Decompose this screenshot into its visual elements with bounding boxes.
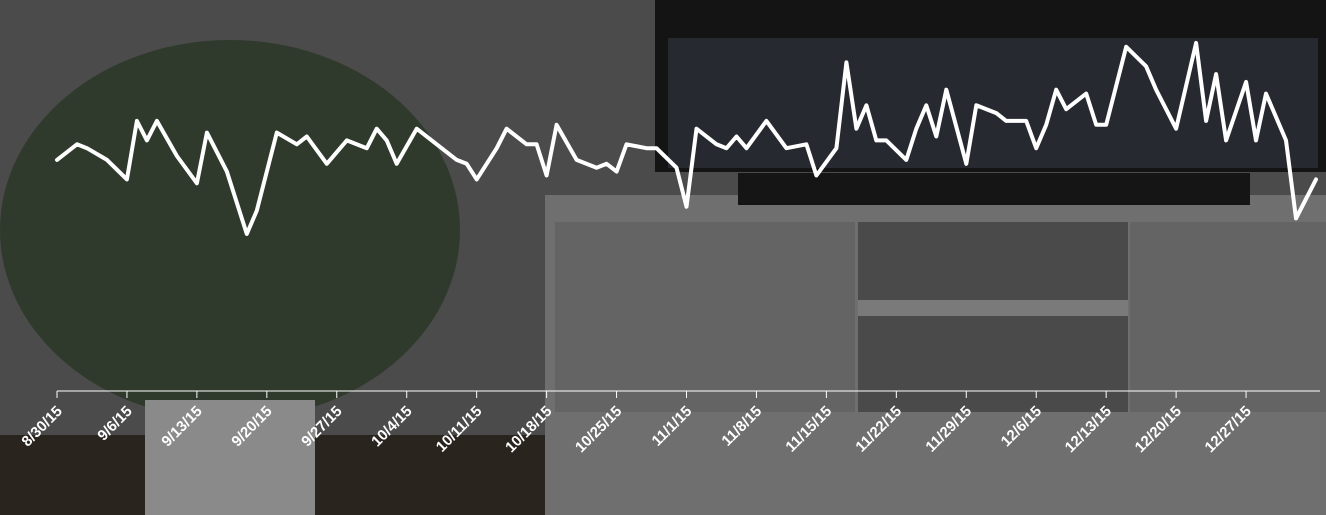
data-line <box>55 40 1318 236</box>
